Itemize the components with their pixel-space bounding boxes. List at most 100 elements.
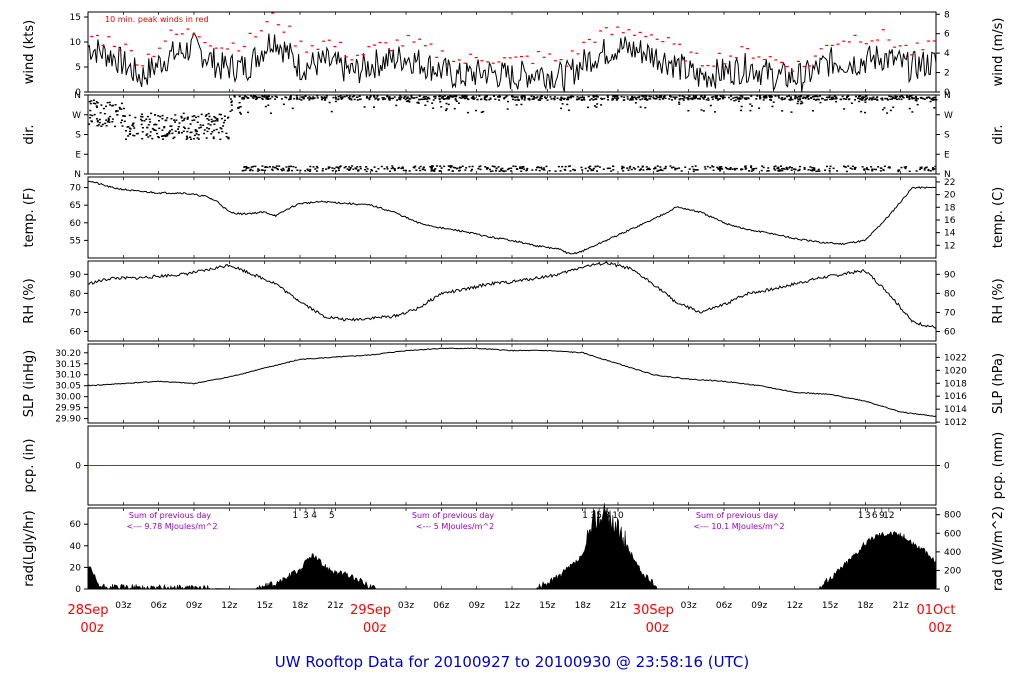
dir-point [621,166,624,168]
day-label: 30Sep [633,603,674,618]
dir-point [610,170,613,172]
dir-point [191,119,194,122]
dir-point [560,97,563,99]
dir-point [325,96,328,99]
dir-point [908,97,911,100]
pcp-tick-label-right: 0 [944,462,950,472]
peak-wind-mark [650,34,654,36]
rad-sum-label: Sum of previous day [129,511,211,520]
dir-point [269,112,272,115]
dir-point [331,169,334,172]
dir-point [737,100,740,103]
peak-wind-mark [904,44,908,46]
dir-point [858,95,861,98]
dir-point [851,168,854,170]
dir-point [864,99,867,101]
dir-point [766,170,769,172]
dir-point [861,97,864,100]
dir-point [120,102,123,105]
y-tick-label-right: 1012 [944,418,967,428]
dir-point [781,97,784,99]
dir-point [886,97,889,100]
dir-point [731,168,734,170]
dir-point [256,170,259,172]
dir-point [929,100,932,103]
temp-frame [87,176,937,259]
dir-point [590,169,593,172]
dir-point [447,103,450,106]
dir-point [655,95,658,98]
dir-point [177,125,180,128]
dir-point [859,95,862,97]
dir-point [168,132,171,135]
x-tick-label: 12z [504,601,520,611]
dir-point [733,168,736,171]
dir-point [257,96,260,99]
dir-point [755,167,758,170]
uv-mark-label: 12 [883,511,894,521]
dir-point [337,95,340,98]
peak-wind-mark [638,31,642,34]
peak-wind-mark [486,61,490,63]
dir-point [612,165,615,168]
peak-wind-mark [282,31,286,33]
dir-point [776,167,779,169]
peak-wind-mark [226,48,230,50]
peak-wind-mark [599,30,603,32]
dir-point [829,165,832,168]
dir-point [127,125,130,128]
dir-point [132,123,135,125]
rad-ylabel-left: rad(Lgly/hr) [22,510,37,586]
dir-point [446,95,449,98]
dir-point [566,97,569,100]
dir-point [556,97,559,99]
panel-wind: wind (kts) wind (m/s) [22,11,1006,93]
dir-point [199,126,202,129]
dir-point [457,102,460,104]
dir-point [900,98,903,101]
dir-point [452,95,455,98]
dir-point [855,95,858,98]
dir-point [374,98,377,100]
dir-point [898,98,901,100]
dir-point [339,95,342,97]
dir-point [916,97,919,100]
dir-point [315,165,318,168]
dir-point [866,168,869,170]
dir-point [631,95,634,98]
dir-point [552,97,555,100]
dir-point [692,95,695,97]
dir-point [115,110,118,112]
y-tick-label-right: 90 [944,270,956,280]
dir-point [789,98,792,100]
dir-point [277,168,280,171]
dir-point [177,128,180,130]
dir-point [364,168,367,171]
dir-point [601,98,604,100]
dir-point [443,95,446,97]
dir-point [381,97,384,99]
dir-point [393,169,396,172]
dir-point [211,131,214,133]
peak-wind-mark [655,38,659,40]
dir-point [261,169,264,171]
dir-point [107,118,110,121]
dir-point [593,95,596,98]
dir-point [478,165,481,168]
dir-point [510,167,513,170]
dir-point [309,170,312,172]
dir-point [815,170,818,173]
dir-point [770,99,773,101]
dir-point [423,98,426,100]
dir-point [186,116,189,119]
dir-point [824,169,827,171]
dir-point [483,97,486,100]
peak-wind-mark [915,42,919,44]
dir-point [244,169,247,171]
dir-point [645,95,648,98]
peak-wind-mark [542,56,546,58]
y-tick-label-right: 2 [944,69,950,79]
dir-point [155,123,158,126]
dir-point [865,98,868,100]
dir-point [860,97,863,99]
